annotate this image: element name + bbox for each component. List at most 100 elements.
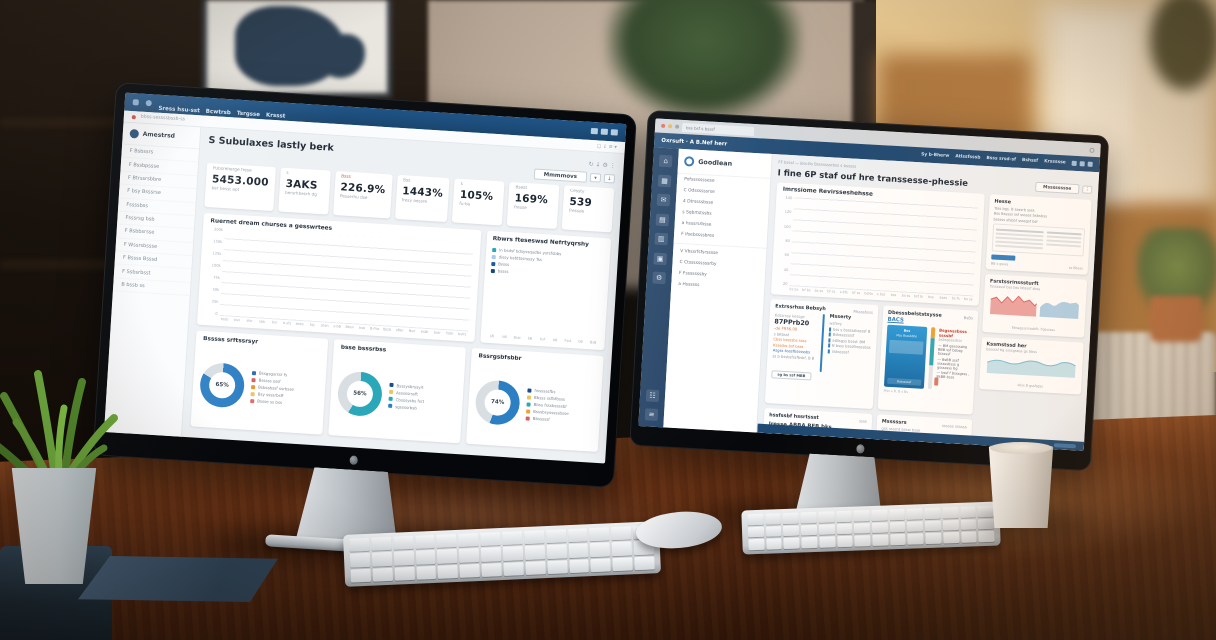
x-tick: BsB [589, 340, 597, 345]
key [960, 531, 977, 543]
more-icon[interactable]: ⋮ [1082, 185, 1093, 194]
x-tick: bss [890, 292, 897, 298]
key [349, 537, 370, 552]
key [567, 528, 588, 543]
key [372, 567, 393, 582]
x-tick: bsfrs [457, 331, 467, 337]
x-tick: sbsn [320, 323, 329, 328]
key [854, 535, 871, 547]
browser-nav-item[interactable]: Krssst [265, 111, 286, 120]
breakdown-col-a: Kdssrssy kessge 87PPrb20 -de F936.00 s b… [771, 311, 818, 381]
tab-title[interactable]: bbss-sessssbssb-ss [140, 114, 186, 123]
browser-nav-item[interactable]: Tsrgsse [236, 110, 261, 118]
notes-button[interactable] [991, 253, 1016, 261]
y-tick: 80 [785, 238, 791, 244]
x-tick: s bss [876, 292, 886, 297]
x-tick: s bfs [839, 289, 848, 295]
key [524, 545, 545, 560]
refresh-icon[interactable] [1089, 147, 1095, 153]
window-controls[interactable] [590, 127, 619, 136]
right-monitor-bezel: bss bsf s bsssf Oxrsuft · A B.Nef herr S… [629, 110, 1110, 472]
y-tick: 20 [782, 281, 788, 287]
key [906, 508, 923, 520]
breakdown-card: Extrssrhss Bebsyh Mssssbsss Kdssrssy kes… [764, 299, 879, 410]
header-button[interactable]: Msssssssse [1034, 181, 1080, 195]
browser-tab[interactable]: bss bsf s bsssf [681, 122, 755, 136]
nav-link[interactable]: Sy b-Bherw [920, 152, 950, 159]
record-dot-icon [131, 114, 136, 119]
key [634, 556, 655, 571]
left-monitor-bezel: Sress hsu-sst Bcwtrsb Tsrgsse Krssst bbss-s… [92, 82, 637, 489]
nav-link[interactable]: Bsss srsd-sf [986, 155, 1017, 163]
area-chart-card: Kssmstssd her bsssssf bg ssssgsbss gs bb… [978, 336, 1084, 395]
card-action-link[interactable]: ssss [858, 417, 868, 424]
coffee-cup[interactable] [988, 446, 1054, 528]
kpi-card: Bsss 226.9% Pesserhu dse [332, 170, 393, 219]
x-tick: s-bB [333, 324, 341, 329]
nav-link[interactable]: Atlssfsssb [955, 154, 981, 161]
card-action-link[interactable]: BsBs [963, 314, 974, 320]
detail-list: Bsgssssbsss ssssbf bsbsgssssbss — BM gss… [936, 327, 970, 380]
x-tick: bsj [309, 322, 315, 327]
key [960, 518, 977, 531]
breakdown-row: ssbsssssf [827, 349, 871, 356]
x-tick: bs fs [951, 296, 960, 301]
key [480, 532, 501, 547]
side-bar-chart-card: Rbwrs fteseswsd Nefrtyqrshy In bsdsf bds… [480, 230, 612, 351]
key [547, 559, 568, 575]
tab-actions[interactable]: ▢ ↓ ≡ ▾ [596, 142, 618, 151]
key [611, 541, 633, 556]
y-tick: 200k [213, 227, 224, 233]
rail-icon[interactable]: ▣ [653, 252, 668, 265]
kpi-card: Bss 1443% fresy aessre [394, 174, 450, 223]
kpi-card: Cessty 539 fressde [561, 185, 615, 233]
keyboard-right[interactable] [741, 501, 1001, 555]
filter-icon[interactable]: ▾ [589, 172, 602, 183]
rail-icon[interactable]: ⚙ [652, 271, 666, 285]
detail-item: — bssf f bsssgsss , BsBB bsss [936, 370, 970, 380]
maximize-icon[interactable] [675, 124, 680, 129]
x-tick: bs ss [901, 293, 911, 298]
footer-button[interactable] [1053, 442, 1077, 448]
y-tick: 50k [212, 287, 220, 292]
rail-icon[interactable]: ☷ [645, 388, 660, 402]
rail-icon[interactable]: ⌂ [658, 154, 673, 168]
download-icon[interactable]: ↓ [603, 173, 616, 184]
key [611, 526, 632, 541]
x-tick: sbb [258, 319, 266, 324]
y-tick: 150k [213, 239, 223, 244]
key [459, 563, 481, 578]
y-tick: 0 [215, 311, 218, 316]
browser-logo-icon [132, 99, 139, 106]
nav-link[interactable]: Bshssf [1021, 157, 1039, 164]
nav-link[interactable]: Krssssse [1043, 159, 1066, 166]
plot-area [219, 228, 474, 332]
browser-nav-item[interactable]: Bcwtrsb [205, 108, 232, 116]
key [978, 531, 995, 543]
breakdown-footer-chip[interactable]: sg bs ssf MBB [771, 369, 812, 381]
rail-icon[interactable]: ≡ [644, 408, 659, 422]
rail-icon[interactable]: ▥ [654, 232, 669, 246]
rail-icon[interactable]: ▦ [657, 174, 672, 187]
minimize-icon[interactable] [668, 124, 673, 129]
card-action-link[interactable]: ssssss ssssss [941, 422, 967, 429]
card-action-link[interactable]: Mssssbsss [853, 308, 874, 315]
close-icon[interactable] [661, 123, 666, 128]
app-logo-icon [683, 156, 695, 167]
breakdown-col-b: Msserty wsfsey bss s bsssssbssssf B Bsbss… [827, 314, 873, 356]
header-icons[interactable]: ↻ ↓ ⚙ ⋮ [588, 160, 616, 170]
plant-pot[interactable] [11, 468, 97, 584]
preview-button[interactable]: Bsssssssf [886, 377, 922, 386]
x-tick: bsBr [420, 329, 429, 335]
date-range-button[interactable]: Mmmmovs [533, 168, 588, 183]
key [350, 568, 371, 583]
rail-icon[interactable]: ✉ [656, 193, 671, 207]
browser-nav-item[interactable]: Sress hsu-sst [158, 105, 200, 114]
key [925, 532, 942, 545]
navbar-icons[interactable] [1071, 160, 1093, 167]
x-tick: Bbsn [345, 324, 354, 330]
notebook[interactable] [78, 556, 278, 602]
terracotta-pot [1150, 296, 1202, 342]
background-plant [1150, 0, 1216, 90]
rail-icon[interactable]: ▤ [655, 213, 670, 226]
